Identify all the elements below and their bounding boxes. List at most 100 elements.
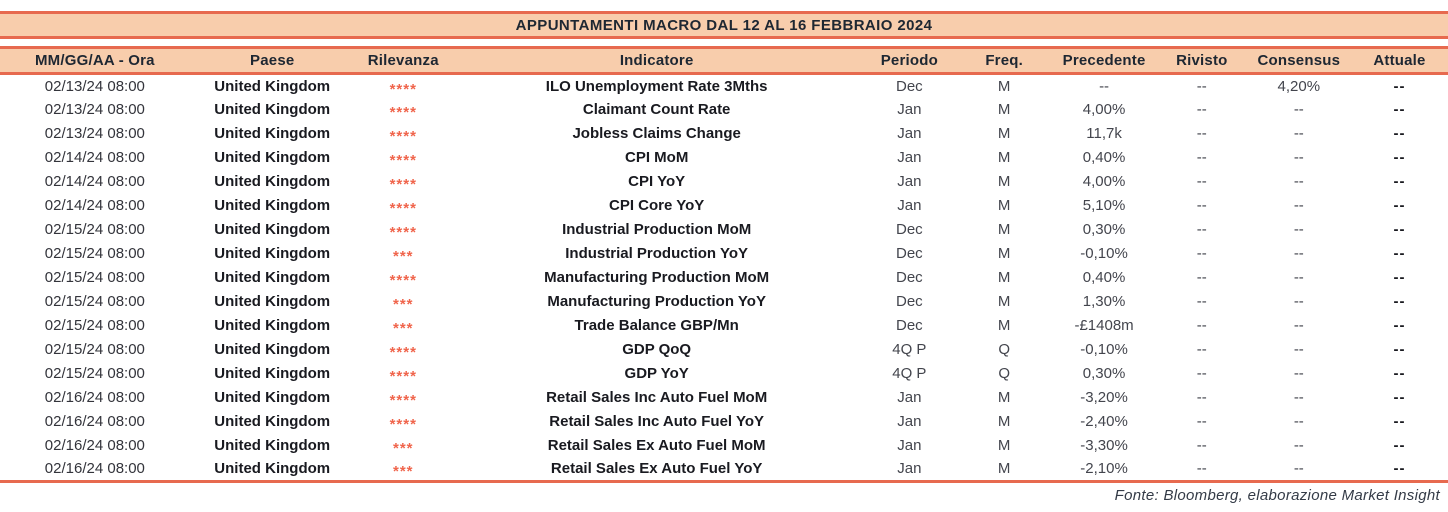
table-row: 02/13/24 08:00 United Kingdom **** ILO U… — [0, 74, 1448, 98]
cell-revised: -- — [1196, 341, 1207, 358]
cell-relevance: **** — [355, 218, 452, 242]
cell-indicator: Manufacturing Production YoY — [547, 293, 766, 310]
cell-frequency: M — [997, 413, 1011, 430]
table-row: 02/14/24 08:00 United Kingdom **** CPI Y… — [0, 170, 1448, 194]
cell-previous: 4,00% — [1082, 101, 1126, 118]
cell-previous: 0,30% — [1082, 221, 1126, 238]
cell-revised: -- — [1196, 413, 1207, 430]
cell-indicator: GDP YoY — [624, 365, 689, 382]
cell-indicator: CPI MoM — [624, 149, 689, 166]
cell-indicator: CPI Core YoY — [609, 197, 705, 214]
col-header-date: MM/GG/AA - Ora — [0, 46, 190, 75]
cell-previous: 5,10% — [1082, 197, 1126, 214]
table-row: 02/16/24 08:00 United Kingdom **** Retai… — [0, 386, 1448, 410]
cell-previous: -2,40% — [1080, 413, 1128, 430]
cell-previous: -0,10% — [1080, 245, 1128, 262]
cell-frequency: M — [997, 173, 1011, 190]
table-row: 02/15/24 08:00 United Kingdom *** Manufa… — [0, 290, 1448, 314]
relevance-stars: **** — [389, 200, 417, 217]
cell-frequency: M — [997, 221, 1011, 238]
cell-actual: -- — [1393, 197, 1406, 214]
cell-frequency: M — [997, 125, 1011, 142]
cell-period: Jan — [897, 197, 922, 214]
cell-frequency: M — [997, 197, 1011, 214]
cell-revised: -- — [1196, 437, 1207, 454]
cell-previous: 1,30% — [1082, 293, 1126, 310]
cell-indicator: Retail Sales Ex Auto Fuel YoY — [550, 460, 763, 478]
cell-consensus: -- — [1293, 125, 1304, 142]
cell-actual: -- — [1393, 125, 1406, 142]
title-band: APPUNTAMENTI MACRO DAL 12 AL 16 FEBBRAIO… — [0, 11, 1448, 39]
table-header: MM/GG/AA - Ora Paese Rilevanza Indicator… — [0, 46, 1448, 75]
cell-relevance: **** — [355, 146, 452, 170]
col-header-indicator: Indicatore — [451, 46, 862, 75]
cell-actual: -- — [1393, 317, 1406, 334]
cell-indicator: Industrial Production MoM — [562, 221, 752, 238]
cell-frequency: M — [997, 101, 1011, 118]
relevance-stars: **** — [389, 272, 417, 289]
cell-previous: 0,40% — [1082, 269, 1126, 286]
cell-country: United Kingdom — [214, 269, 331, 286]
cell-consensus: -- — [1293, 101, 1304, 118]
cell-revised: -- — [1196, 77, 1207, 95]
cell-previous: -0,10% — [1080, 341, 1128, 358]
table-row: 02/14/24 08:00 United Kingdom **** CPI M… — [0, 146, 1448, 170]
cell-period: Dec — [895, 269, 923, 286]
cell-revised: -- — [1196, 101, 1207, 118]
table-row: 02/16/24 08:00 United Kingdom *** Retail… — [0, 458, 1448, 482]
cell-indicator: Industrial Production YoY — [565, 245, 749, 262]
cell-frequency: M — [997, 269, 1011, 286]
relevance-stars: **** — [389, 224, 417, 241]
cell-consensus: -- — [1293, 197, 1304, 214]
cell-date: 02/15/24 08:00 — [44, 245, 145, 262]
cell-country: United Kingdom — [214, 341, 331, 358]
cell-previous: -- — [1099, 77, 1110, 95]
cell-relevance: *** — [355, 458, 452, 482]
col-header-relevance: Rilevanza — [354, 46, 452, 75]
cell-consensus: -- — [1293, 293, 1304, 310]
table-row: 02/15/24 08:00 United Kingdom *** Trade … — [0, 314, 1448, 338]
cell-country: United Kingdom — [214, 125, 331, 142]
cell-date: 02/16/24 08:00 — [44, 437, 145, 454]
cell-country: United Kingdom — [214, 365, 331, 382]
cell-relevance: **** — [355, 338, 452, 362]
cell-actual: -- — [1393, 365, 1406, 382]
cell-consensus: -- — [1293, 317, 1304, 334]
cell-indicator: Retail Sales Inc Auto Fuel MoM — [546, 389, 768, 406]
cell-frequency: M — [997, 460, 1011, 478]
cell-frequency: M — [997, 293, 1011, 310]
cell-date: 02/13/24 08:00 — [44, 125, 145, 142]
cell-consensus: -- — [1293, 389, 1304, 406]
cell-revised: -- — [1196, 245, 1207, 262]
relevance-stars: **** — [389, 104, 417, 121]
table-row: 02/13/24 08:00 United Kingdom **** Joble… — [0, 122, 1448, 146]
cell-frequency: Q — [998, 341, 1010, 358]
cell-date: 02/14/24 08:00 — [44, 173, 145, 190]
col-header-period: Periodo — [861, 46, 958, 75]
cell-period: Dec — [895, 221, 923, 238]
cell-actual: -- — [1393, 149, 1406, 166]
cell-date: 02/13/24 08:00 — [44, 77, 145, 95]
band-gap — [0, 39, 1448, 46]
cell-previous: 11,7k — [1086, 125, 1122, 142]
cell-relevance: *** — [355, 242, 452, 266]
relevance-stars: **** — [389, 368, 417, 385]
cell-period: Jan — [897, 173, 922, 190]
cell-period: Jan — [897, 389, 922, 406]
relevance-stars: *** — [393, 440, 414, 457]
cell-previous: -2,10% — [1080, 460, 1128, 478]
cell-date: 02/15/24 08:00 — [44, 341, 145, 358]
cell-frequency: M — [997, 77, 1011, 95]
cell-date: 02/16/24 08:00 — [44, 460, 145, 478]
cell-previous: 4,00% — [1082, 173, 1126, 190]
cell-actual: -- — [1393, 437, 1406, 454]
cell-country: United Kingdom — [214, 413, 331, 430]
cell-revised: -- — [1196, 317, 1207, 334]
cell-period: Jan — [897, 101, 922, 118]
table-row: 02/14/24 08:00 United Kingdom **** CPI C… — [0, 194, 1448, 218]
cell-relevance: **** — [355, 266, 452, 290]
cell-country: United Kingdom — [214, 245, 331, 262]
relevance-stars: **** — [389, 128, 417, 145]
cell-consensus: -- — [1293, 245, 1304, 262]
cell-indicator: ILO Unemployment Rate 3Mths — [545, 77, 768, 95]
